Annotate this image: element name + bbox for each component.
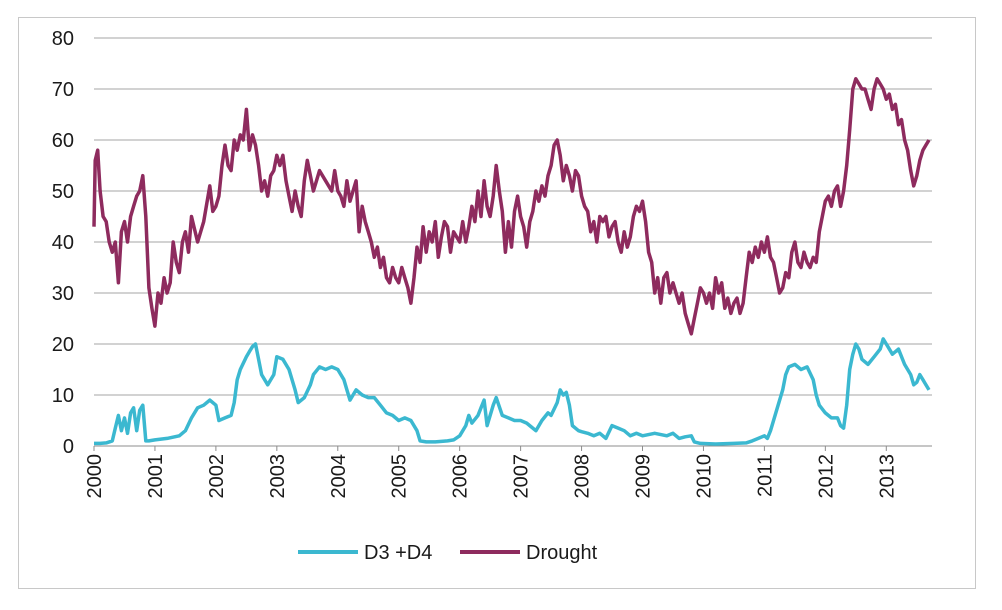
y-tick-label: 30 [52, 283, 74, 305]
y-tick-label: 50 [52, 181, 74, 203]
x-tick-label: 2002 [206, 454, 228, 499]
x-tick-label: 2001 [145, 454, 167, 499]
legend-label-1: Drought [526, 542, 598, 564]
y-tick-label: 80 [52, 28, 74, 50]
legend: D3 +D4 Drought [298, 542, 598, 564]
y-tick-label: 70 [52, 79, 74, 101]
y-tick-label: 60 [52, 130, 74, 152]
y-tick-label: 20 [52, 334, 74, 356]
x-tick-label: 2005 [389, 454, 411, 499]
y-tick-label: 0 [63, 436, 74, 458]
legend-label-0: D3 +D4 [364, 542, 432, 564]
series-line-1 [92, 77, 931, 336]
x-tick-label: 2004 [328, 454, 350, 499]
series-lines [92, 77, 931, 446]
x-axis-ticks: 2000 2001 2002 2003 2004 2005 2006 2007 2008 2009… [84, 446, 898, 499]
x-tick-label: 2006 [450, 454, 472, 499]
x-tick-label: 2012 [815, 454, 837, 499]
x-tick-label: 2013 [876, 454, 898, 499]
y-tick-label: 10 [52, 385, 74, 407]
x-tick-label: 2011 [754, 454, 776, 497]
x-tick-label: 2010 [693, 454, 715, 499]
x-tick-label: 2008 [572, 454, 594, 499]
series-line-0 [94, 337, 931, 446]
chart-frame [18, 17, 976, 589]
y-tick-label: 40 [52, 232, 74, 254]
x-tick-label: 2003 [267, 454, 289, 499]
y-axis-ticks: 0 10 20 30 40 50 60 70 80 [52, 28, 74, 458]
x-tick-label: 2000 [84, 454, 106, 499]
x-tick-label: 2009 [633, 454, 655, 499]
x-tick-label: 2007 [511, 454, 533, 499]
